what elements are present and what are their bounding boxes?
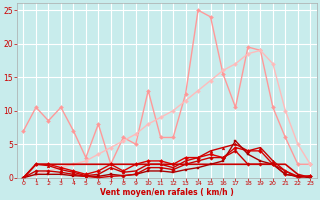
X-axis label: Vent moyen/en rafales ( km/h ): Vent moyen/en rafales ( km/h ) <box>100 188 234 197</box>
